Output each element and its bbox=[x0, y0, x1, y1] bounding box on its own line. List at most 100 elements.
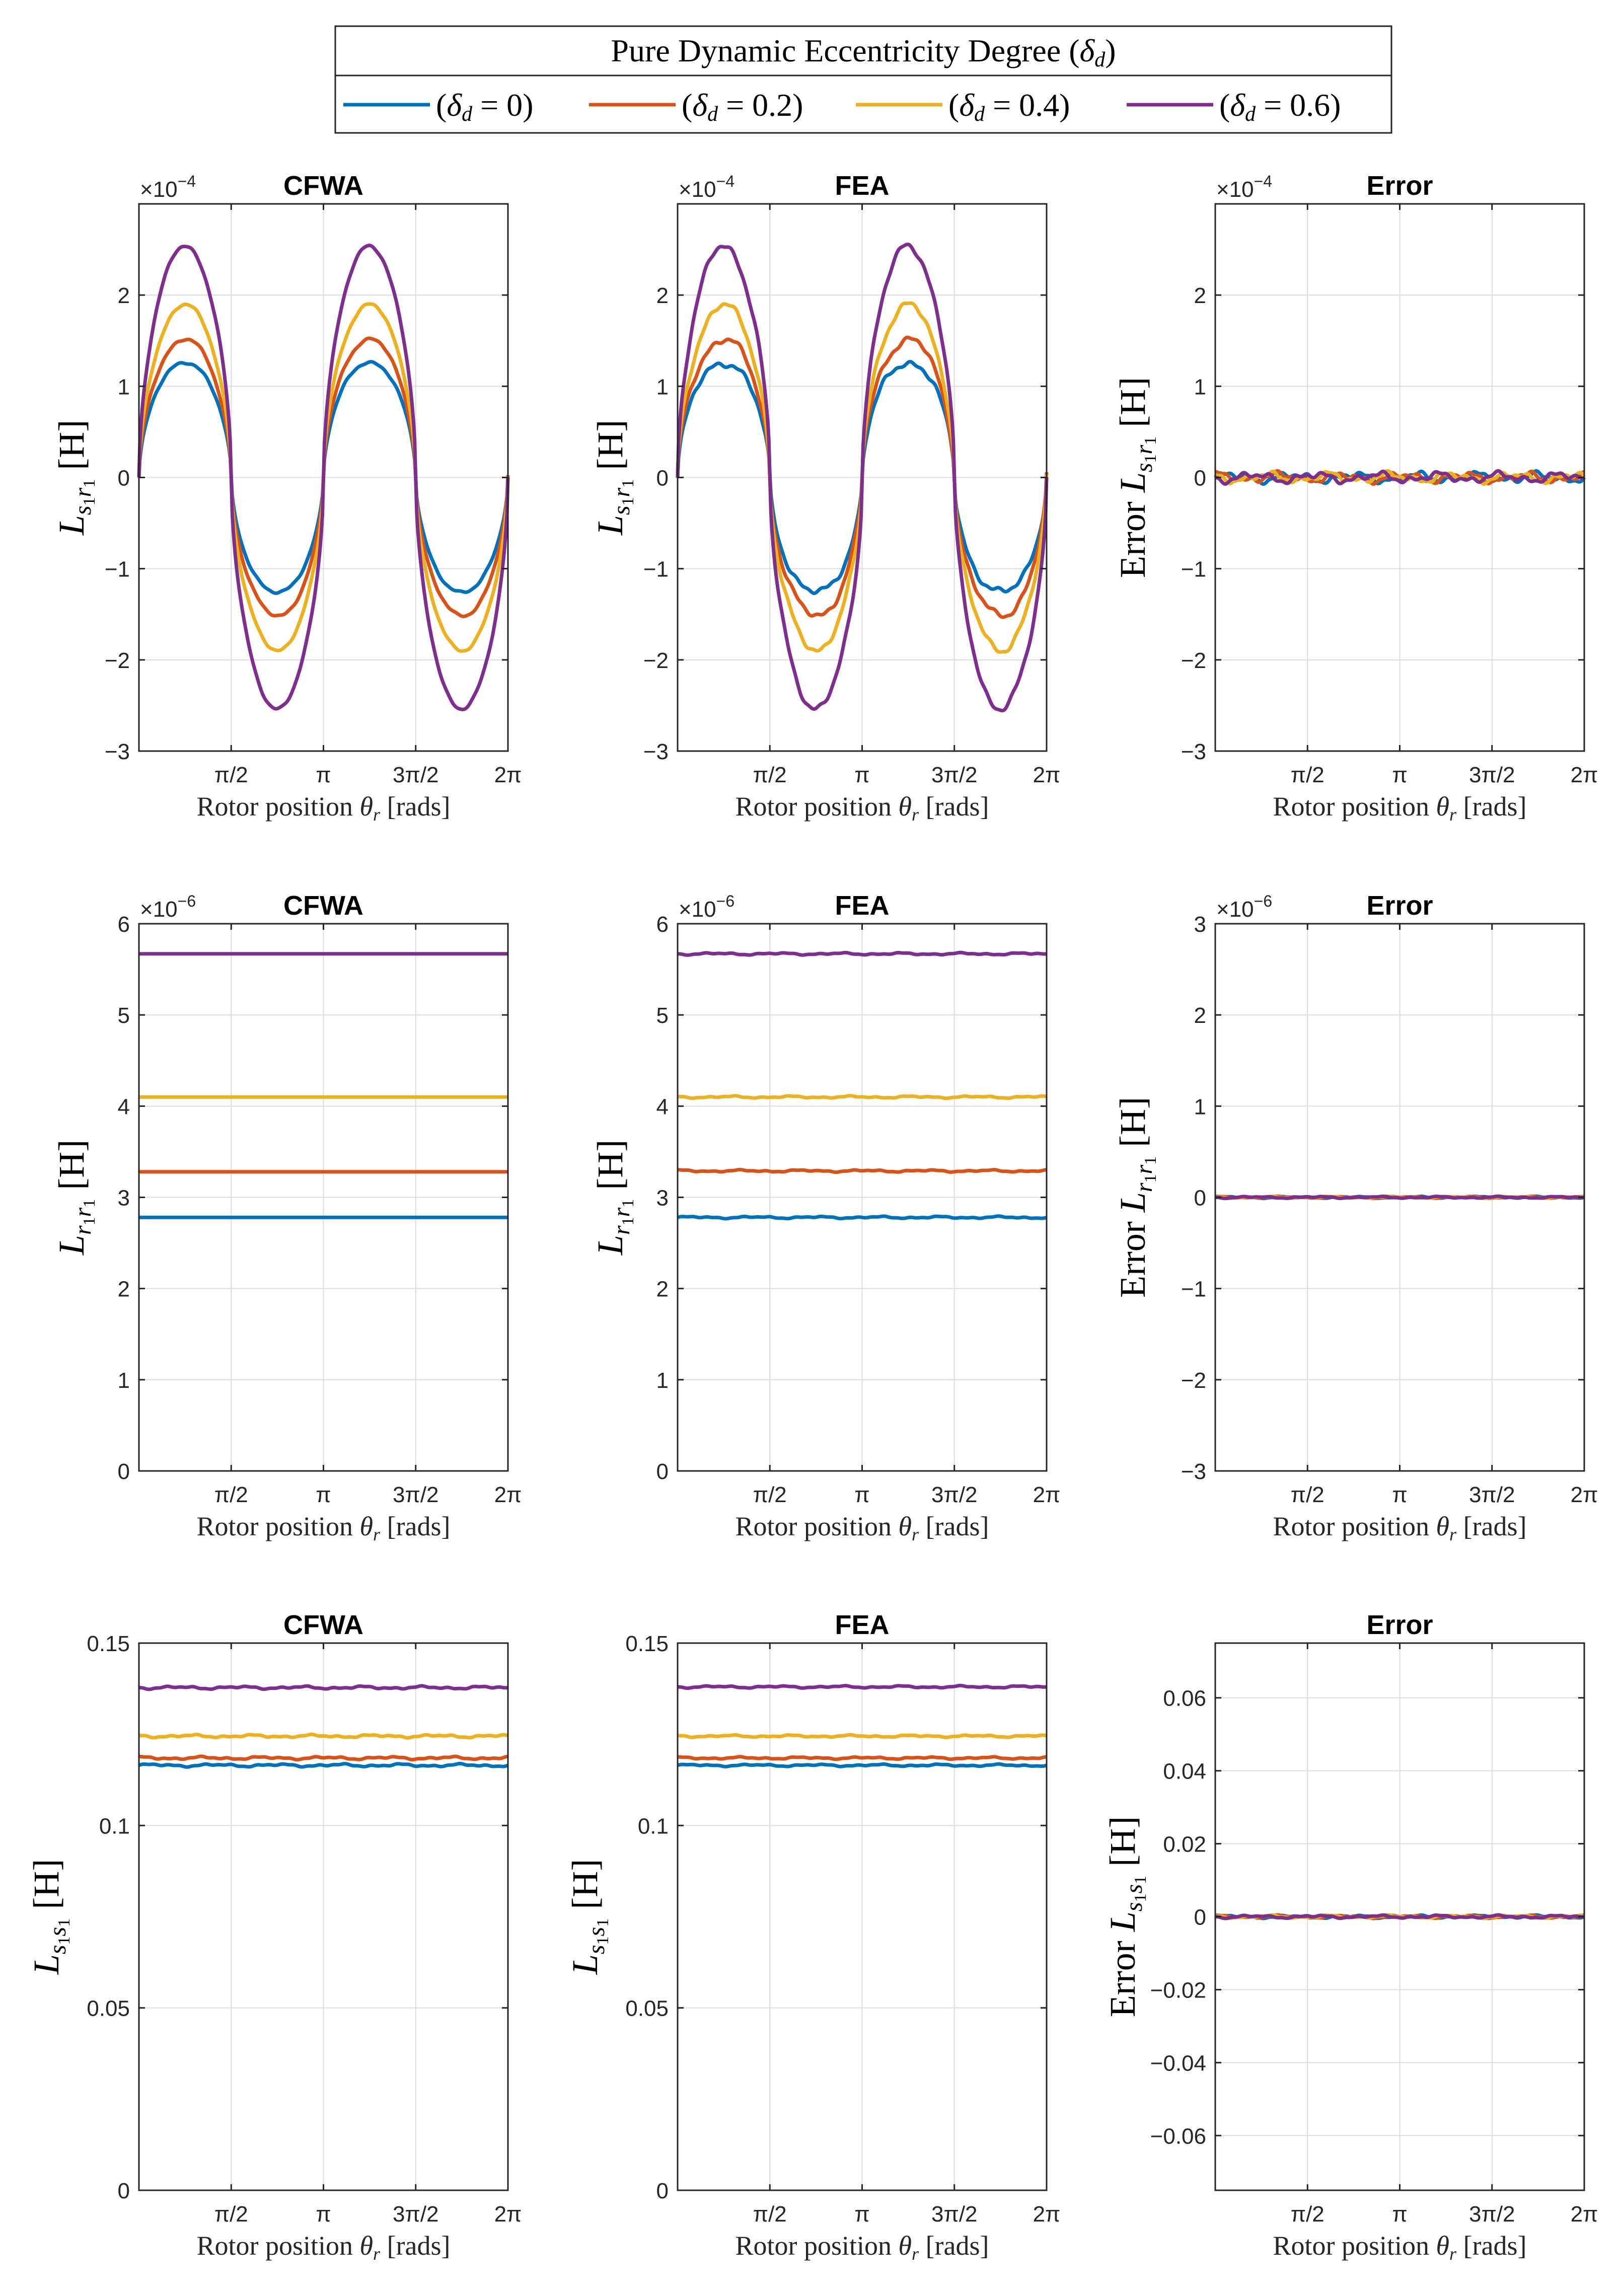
xtick-label: 3π/2 bbox=[1469, 763, 1515, 787]
subplot-title: FEA bbox=[835, 171, 890, 201]
legend: Pure Dynamic Eccentricity Degree (δd) (δd… bbox=[334, 25, 1392, 134]
ytick-label: −0.02 bbox=[1150, 1978, 1206, 2003]
xtick-label: 2π bbox=[1033, 1483, 1061, 1507]
series-line-1 bbox=[677, 1167, 1048, 1174]
x-axis-label: Rotor position θr [rads] bbox=[1273, 1511, 1526, 1544]
subplot-title: FEA bbox=[835, 891, 890, 921]
subplot-p22: π/2 π 3π/2 2π 0 1 2 3 4 5 6 FEA ×10−6 Rotor position … bbox=[590, 891, 1060, 1544]
subplot-title: CFWA bbox=[283, 171, 363, 201]
legend-entry-3: (δd = 0.6) bbox=[1219, 87, 1341, 126]
ytick-label: 0 bbox=[1194, 1186, 1206, 1211]
subplot-title: CFWA bbox=[283, 891, 363, 921]
x-axis-label: Rotor position θr [rads] bbox=[196, 791, 450, 825]
subplot-title: CFWA bbox=[283, 1610, 363, 1640]
xtick-label: π/2 bbox=[1291, 763, 1324, 787]
y-axis-label: Error Ls1r1 [H] bbox=[1113, 377, 1160, 578]
series-line-3 bbox=[1214, 1194, 1585, 1201]
subplot-p12: π/2 π 3π/2 2π −3 −2 −1 0 1 2 FEA ×10−4 Rotor positio… bbox=[590, 171, 1060, 825]
ytick-label: 2 bbox=[118, 283, 130, 308]
xtick-label: π/2 bbox=[753, 1483, 787, 1507]
series-line-2 bbox=[677, 1733, 1048, 1739]
x-axis-label: Rotor position θr [rads] bbox=[196, 1511, 450, 1544]
xtick-label: 2π bbox=[494, 763, 522, 787]
ytick-label: 4 bbox=[656, 1094, 669, 1119]
y-axis-label: Ls1s1 [H] bbox=[26, 1859, 73, 1975]
xtick-label: 2π bbox=[1571, 763, 1598, 787]
ytick-label: 2 bbox=[118, 1277, 130, 1302]
xtick-label: π bbox=[316, 2202, 331, 2227]
ytick-label: 0.1 bbox=[638, 1814, 669, 1838]
series-line-2 bbox=[138, 1732, 509, 1740]
ytick-label: 2 bbox=[1194, 283, 1206, 308]
xtick-label: 2π bbox=[494, 1483, 522, 1507]
ytick-label: 0 bbox=[656, 2179, 669, 2203]
ytick-label: 0.05 bbox=[87, 1996, 130, 2021]
ytick-label: 0.02 bbox=[1163, 1832, 1206, 1857]
ytick-label: 0.15 bbox=[625, 1632, 669, 1656]
ytick-label: −3 bbox=[643, 739, 669, 764]
xtick-label: π bbox=[1392, 763, 1407, 787]
series-line-2 bbox=[677, 1094, 1048, 1100]
y-axis-label: Error Lr1r1 [H] bbox=[1113, 1097, 1160, 1298]
legend-title: Pure Dynamic Eccentricity Degree (δd) bbox=[611, 33, 1116, 71]
ytick-label: −1 bbox=[1181, 557, 1206, 582]
ytick-label: 3 bbox=[1194, 912, 1206, 937]
series-line-1 bbox=[677, 1755, 1048, 1761]
ytick-label: −2 bbox=[1181, 648, 1206, 673]
ytick-label: 3 bbox=[118, 1186, 130, 1211]
ytick-label: −2 bbox=[105, 648, 130, 673]
xtick-label: π/2 bbox=[1291, 1483, 1324, 1507]
series-line-0 bbox=[138, 1761, 509, 1769]
legend-entry-1: (δd = 0.2) bbox=[682, 87, 803, 126]
xtick-label: 3π/2 bbox=[393, 1483, 439, 1507]
axis-multiplier: ×10−6 bbox=[1216, 892, 1272, 922]
ytick-label: 2 bbox=[656, 283, 669, 308]
y-axis-label: Ls1r1 [H] bbox=[590, 420, 637, 536]
xtick-label: 3π/2 bbox=[393, 763, 439, 787]
ytick-label: 0.1 bbox=[99, 1814, 130, 1838]
ytick-label: 0.04 bbox=[1163, 1759, 1206, 1784]
ytick-label: 6 bbox=[118, 912, 130, 937]
x-axis-label: Rotor position θr [rads] bbox=[196, 2231, 450, 2264]
ytick-label: 0 bbox=[118, 2179, 130, 2203]
xtick-label: 3π/2 bbox=[1469, 1483, 1515, 1507]
series-line-3 bbox=[137, 244, 510, 711]
xtick-label: 2π bbox=[1571, 2202, 1598, 2227]
y-axis-label: Error Ls1s1 [H] bbox=[1102, 1816, 1150, 2017]
ytick-label: 1 bbox=[656, 1368, 669, 1393]
xtick-label: 3π/2 bbox=[393, 2202, 439, 2227]
ytick-label: 1 bbox=[656, 375, 669, 399]
ytick-label: −1 bbox=[105, 557, 130, 582]
xtick-label: π/2 bbox=[214, 1483, 248, 1507]
subplot-title: Error bbox=[1366, 1610, 1433, 1640]
series-line-3 bbox=[1214, 1913, 1585, 1920]
xtick-label: π/2 bbox=[214, 763, 248, 787]
ytick-label: 6 bbox=[656, 912, 669, 937]
xtick-label: π/2 bbox=[1291, 2202, 1324, 2227]
y-axis-label: Ls1s1 [H] bbox=[565, 1859, 612, 1975]
xtick-label: π bbox=[1392, 1483, 1407, 1507]
legend-box bbox=[334, 25, 1392, 134]
ytick-label: 5 bbox=[118, 1003, 130, 1028]
xtick-label: π bbox=[316, 763, 331, 787]
series-line-3 bbox=[138, 1684, 509, 1691]
subplot-p21: π/2 π 3π/2 2π 0 1 2 3 4 5 6 CFWA ×10−6 Rotor position… bbox=[51, 891, 522, 1544]
ytick-label: −1 bbox=[1181, 1277, 1206, 1302]
axis-multiplier: ×10−4 bbox=[679, 172, 734, 202]
ytick-label: −3 bbox=[1181, 739, 1206, 764]
subplot-p31: π/2 π 3π/2 2π 0 0.05 0.1 0.15 CFWA Rotor position… bbox=[26, 1610, 522, 2264]
axis-multiplier: ×10−4 bbox=[140, 172, 196, 202]
xtick-label: π/2 bbox=[214, 2202, 248, 2227]
ytick-label: −2 bbox=[1181, 1368, 1206, 1393]
subplot-p33: π/2 π 3π/2 2π −0.06 −0.04 −0.02 0 0.02 0.04 0.06 Er… bbox=[1102, 1610, 1598, 2264]
xtick-label: 3π/2 bbox=[931, 2202, 978, 2227]
ytick-label: 0 bbox=[656, 1459, 669, 1484]
xtick-label: π bbox=[854, 763, 869, 787]
x-axis-label: Rotor position θr [rads] bbox=[1273, 791, 1526, 825]
subplot-title: FEA bbox=[835, 1610, 890, 1640]
ytick-label: 1 bbox=[1194, 1094, 1206, 1119]
x-axis-label: Rotor position θr [rads] bbox=[735, 2231, 989, 2264]
xtick-label: π bbox=[854, 1483, 869, 1507]
axis-multiplier: ×10−6 bbox=[679, 892, 734, 922]
ytick-label: −2 bbox=[643, 648, 669, 673]
